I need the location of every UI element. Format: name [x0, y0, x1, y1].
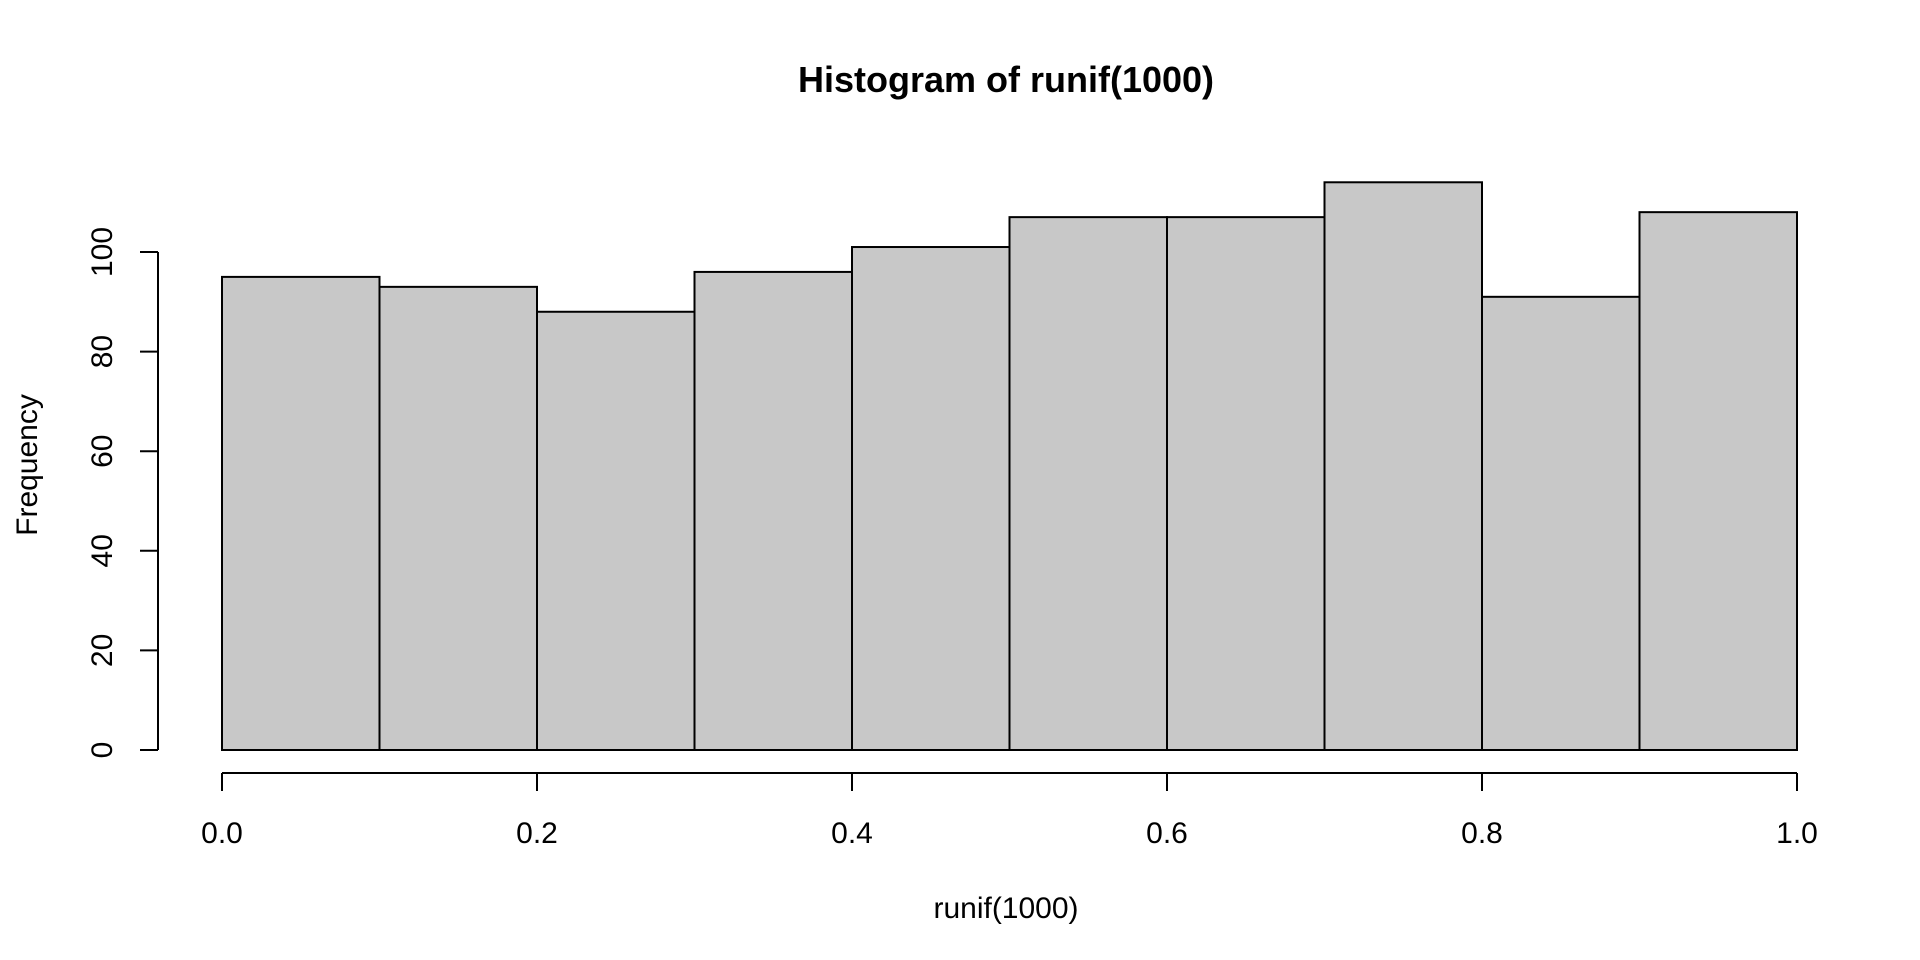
histogram-bar	[1638, 211, 1798, 752]
x-tick-label: 0.0	[201, 817, 243, 850]
histogram-bar	[536, 310, 696, 751]
histogram-bar	[851, 246, 1011, 752]
y-tick-label: 60	[86, 435, 119, 468]
histogram-bar	[221, 275, 381, 751]
y-tick-label: 80	[86, 335, 119, 368]
histogram-bar	[1008, 216, 1168, 751]
x-tick-label: 1.0	[1776, 817, 1818, 850]
histogram-bar	[693, 270, 853, 751]
histogram-bar	[1166, 216, 1326, 751]
x-axis-label: runif(1000)	[933, 892, 1078, 925]
x-tick-label: 0.4	[831, 817, 873, 850]
y-tick-label: 40	[86, 534, 119, 567]
histogram-bar	[1481, 295, 1641, 751]
histogram-bar	[1323, 181, 1483, 751]
bars-group	[221, 181, 1798, 752]
x-tick-label: 0.8	[1461, 817, 1503, 850]
x-tick-label: 0.6	[1146, 817, 1188, 850]
y-tick-label: 20	[86, 634, 119, 667]
y-tick-label: 100	[86, 227, 119, 277]
y-axis: 0 20 40 60 80 100	[86, 227, 159, 758]
y-axis-ticks: 0 20 40 60 80 100	[86, 227, 158, 758]
chart-title: Histogram of runif(1000)	[798, 59, 1214, 100]
histogram-bar	[378, 285, 538, 751]
x-axis: 0.0 0.2 0.4 0.6 0.8 1.0	[201, 772, 1818, 850]
y-axis-label: Frequency	[11, 394, 44, 536]
x-axis-ticks: 0.0 0.2 0.4 0.6 0.8 1.0	[201, 773, 1818, 850]
x-tick-label: 0.2	[516, 817, 558, 850]
y-tick-label: 0	[86, 742, 119, 759]
